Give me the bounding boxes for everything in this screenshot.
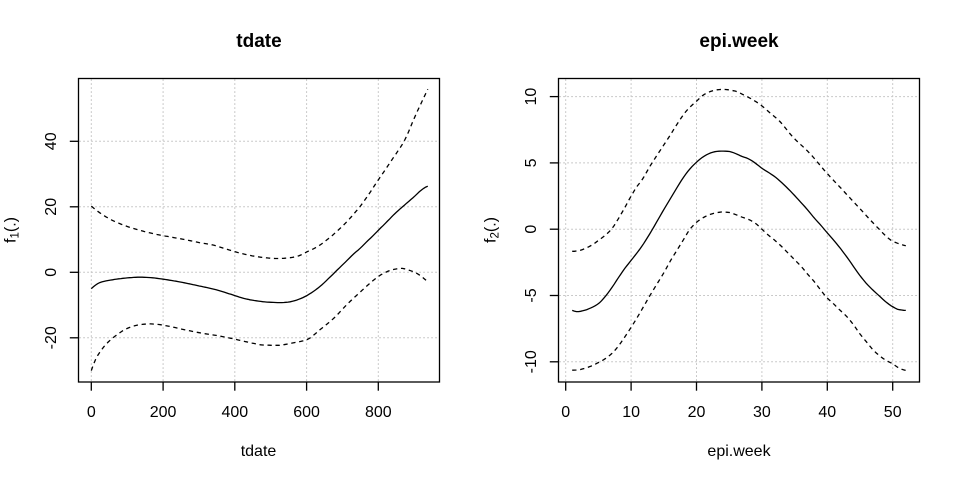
svg-text:-5: -5 <box>523 288 540 302</box>
svg-text:40: 40 <box>43 132 60 150</box>
svg-text:20: 20 <box>43 198 60 216</box>
svg-text:f2(.): f2(.) <box>483 217 502 243</box>
svg-text:400: 400 <box>221 404 248 421</box>
svg-text:epi.week: epi.week <box>707 443 771 460</box>
svg-text:600: 600 <box>293 404 320 421</box>
svg-text:tdate: tdate <box>236 31 281 52</box>
svg-text:800: 800 <box>365 404 392 421</box>
svg-text:10: 10 <box>523 88 540 106</box>
svg-text:200: 200 <box>150 404 177 421</box>
svg-text:0: 0 <box>561 404 570 421</box>
svg-text:-20: -20 <box>43 326 60 349</box>
svg-text:50: 50 <box>884 404 902 421</box>
svg-text:5: 5 <box>523 158 540 167</box>
svg-text:40: 40 <box>818 404 836 421</box>
svg-text:30: 30 <box>753 404 771 421</box>
svg-text:0: 0 <box>43 268 60 277</box>
svg-text:tdate: tdate <box>241 443 277 460</box>
svg-text:0: 0 <box>87 404 96 421</box>
svg-text:-10: -10 <box>523 350 540 373</box>
svg-text:10: 10 <box>622 404 640 421</box>
svg-text:20: 20 <box>688 404 706 421</box>
svg-text:f1(.): f1(.) <box>3 217 22 243</box>
svg-text:epi.week: epi.week <box>699 31 779 52</box>
svg-text:0: 0 <box>523 225 540 234</box>
